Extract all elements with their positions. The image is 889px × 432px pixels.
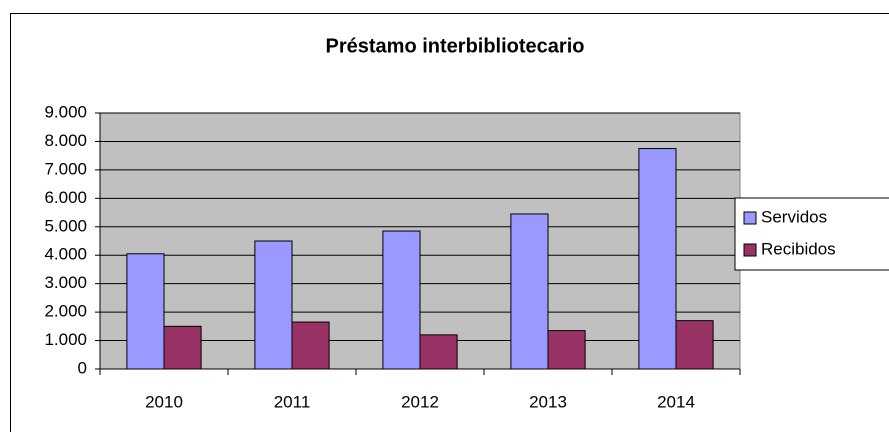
bar <box>675 320 714 370</box>
bar <box>254 240 293 370</box>
y-tick-label: 6.000 <box>44 188 87 207</box>
bar <box>291 321 330 370</box>
bar <box>126 253 165 370</box>
bar <box>382 230 421 370</box>
x-tick-label: 2012 <box>401 392 439 411</box>
bar <box>547 330 586 370</box>
legend-label: Servidos <box>761 207 827 226</box>
chart-title: Préstamo interbibliotecario <box>326 35 585 57</box>
x-tick-label: 2014 <box>657 392 695 411</box>
bar <box>163 325 202 370</box>
y-tick-label: 0 <box>78 358 87 377</box>
bar <box>638 148 677 370</box>
legend-label: Recibidos <box>761 239 836 258</box>
x-tick-label: 2011 <box>274 392 311 411</box>
legend-box <box>734 197 889 271</box>
legend-swatch <box>743 243 757 257</box>
x-tick-label: 2010 <box>145 392 183 411</box>
y-tick-label: 1.000 <box>44 330 87 349</box>
y-tick-label: 2.000 <box>44 302 87 321</box>
y-tick-label: 9.000 <box>44 102 87 121</box>
x-tick-label: 2013 <box>529 392 567 411</box>
y-tick-label: 4.000 <box>44 245 87 264</box>
bar <box>510 213 549 370</box>
y-tick-label: 3.000 <box>44 273 87 292</box>
y-tick-label: 7.000 <box>44 159 87 178</box>
bar <box>419 334 458 370</box>
legend-swatch <box>743 211 757 225</box>
y-tick-label: 8.000 <box>44 131 87 150</box>
y-tick-label: 5.000 <box>44 216 87 235</box>
